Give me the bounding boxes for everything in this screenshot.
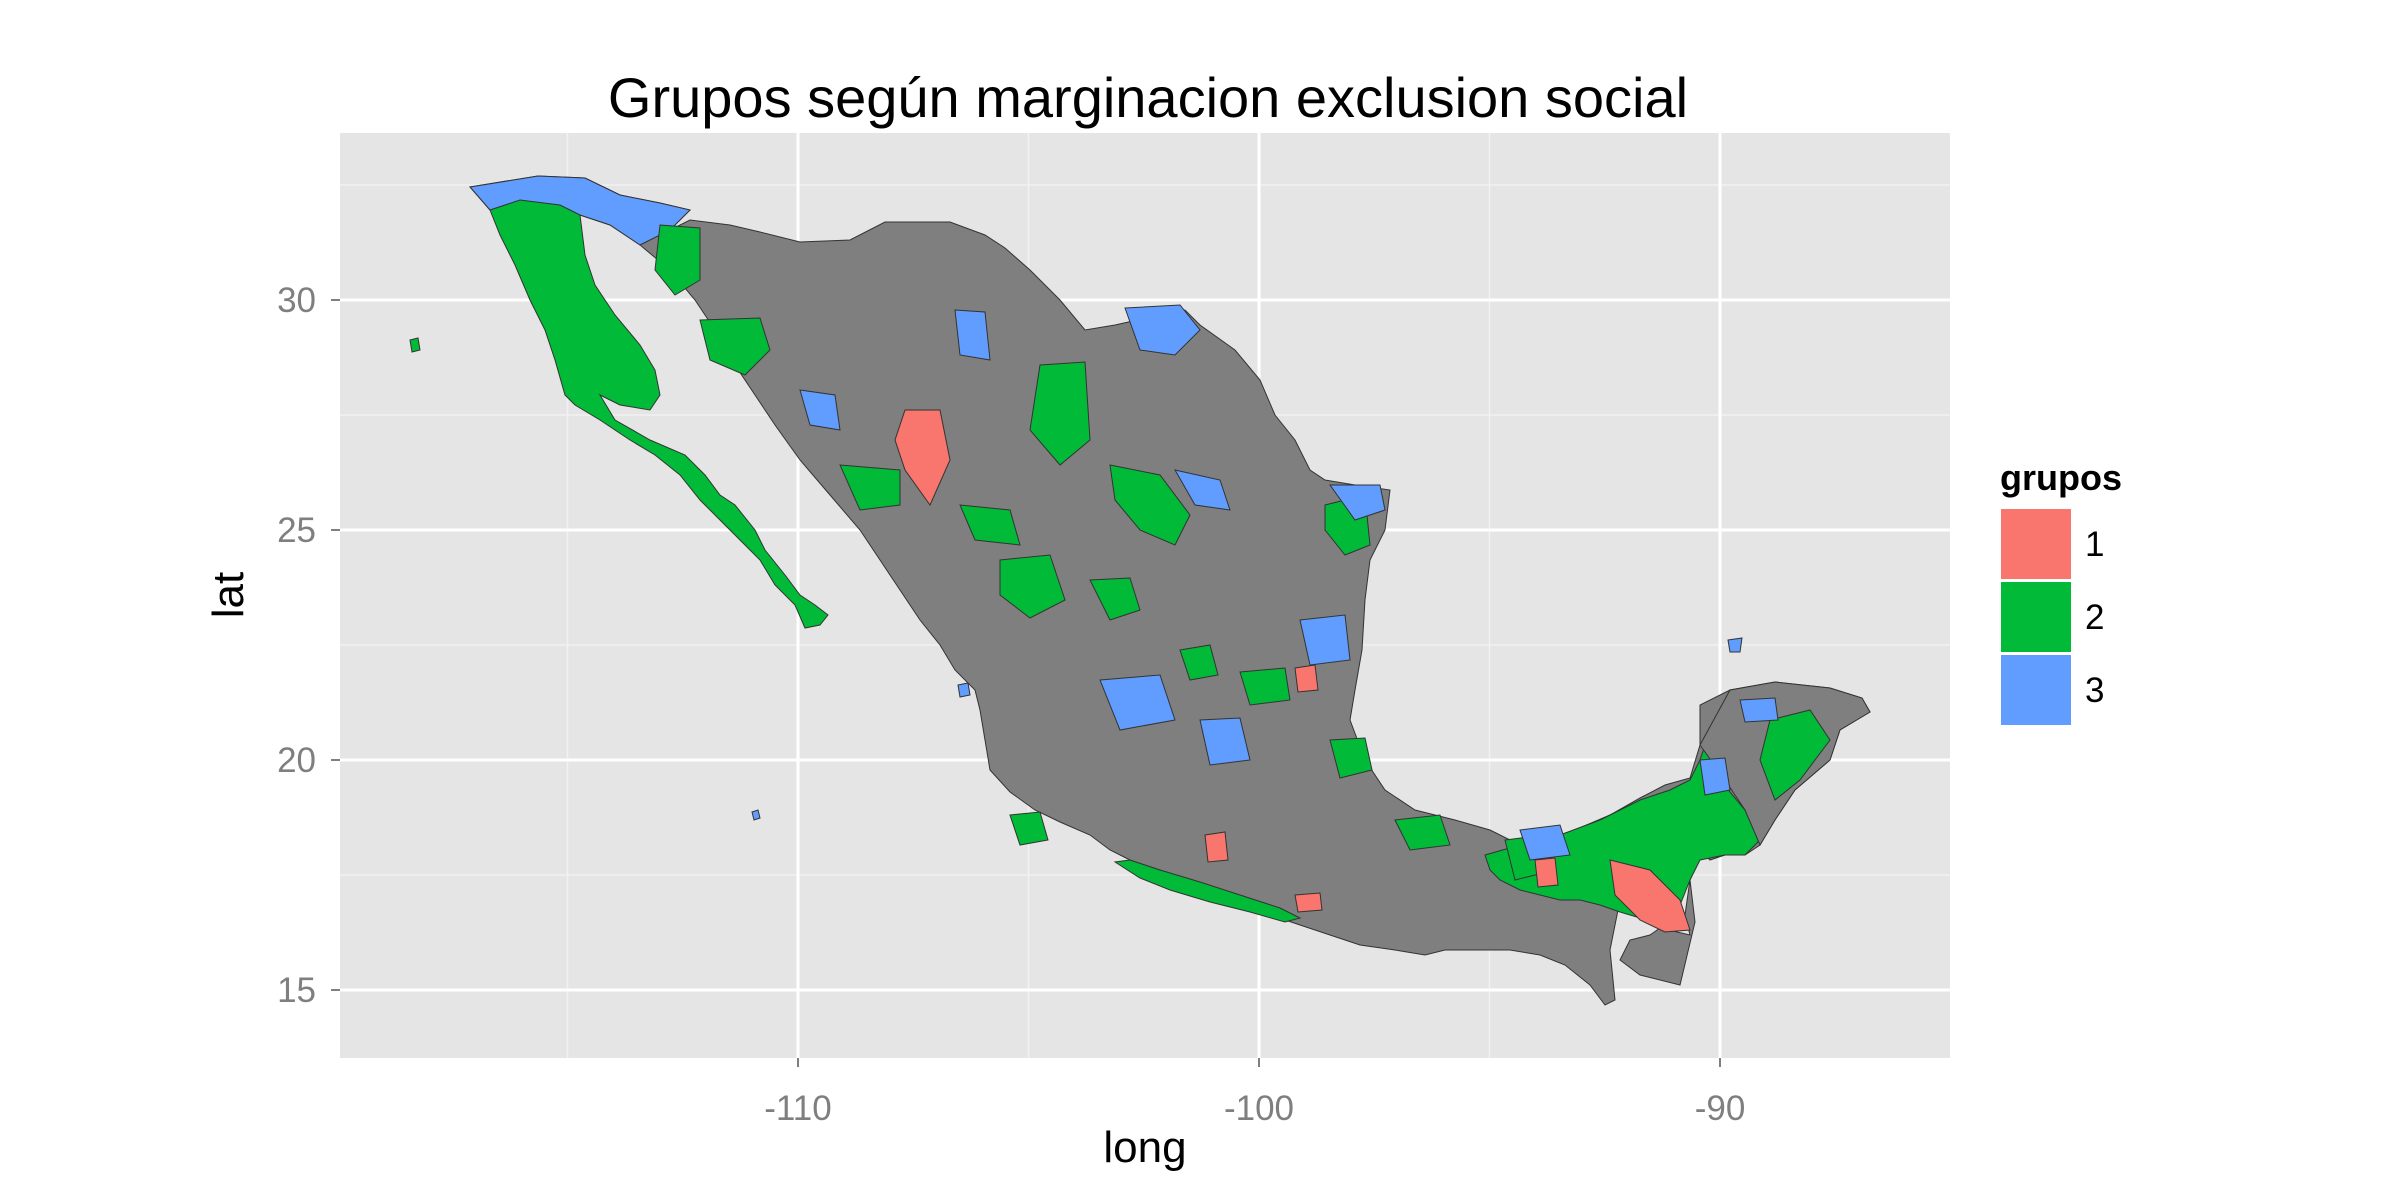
- oaxaca-group1-region: [1294, 892, 1323, 913]
- isthmus-blue-region: [1519, 824, 1571, 861]
- y-axis-title: lat: [204, 572, 253, 618]
- legend-label-2: 2: [2085, 598, 2104, 637]
- island-revillagigedo: [751, 809, 761, 821]
- coahuila-region: [1109, 464, 1191, 546]
- zacatecas-region: [1089, 577, 1141, 621]
- map-title: Grupos según marginacion exclusion socia…: [608, 66, 1688, 129]
- y-axis: 30 25 20 15: [277, 281, 340, 1010]
- legend-key-2: [1999, 580, 2073, 654]
- sierra-gorda-group1-region: [1294, 664, 1319, 693]
- campeche-blue-region: [1699, 757, 1731, 796]
- sonora-north-region: [654, 224, 701, 296]
- x-axis: -110 -100 -90: [764, 1058, 1745, 1128]
- y-tick-label: 20: [277, 741, 316, 780]
- legend-items: 1 2 3: [1999, 507, 2104, 727]
- y-tick-label: 30: [277, 281, 316, 320]
- pacific-coast-region: [1113, 859, 1302, 923]
- legend-label-3: 3: [2085, 671, 2104, 710]
- x-tick-label: -100: [1224, 1089, 1294, 1128]
- y-tick-label: 15: [277, 971, 316, 1010]
- central-blue-region: [1099, 674, 1176, 731]
- nuevo-leon-blue-region: [1174, 469, 1231, 511]
- legend: grupos 1 2 3: [1999, 457, 2122, 727]
- x-tick-label: -90: [1695, 1089, 1746, 1128]
- jalisco-region: [1179, 644, 1219, 681]
- legend-key-3: [1999, 653, 2073, 727]
- sierra-tarahumara-group1-region: [894, 409, 951, 507]
- colima-region: [1009, 811, 1049, 846]
- bajio-region: [1239, 667, 1291, 706]
- legend-label-1: 1: [2085, 525, 2104, 564]
- sierra-blue-region: [954, 309, 991, 361]
- yucatan-blue-region: [1739, 697, 1779, 723]
- huasteca-blue-region: [1299, 614, 1351, 666]
- durango-region: [959, 504, 1021, 546]
- nayarit-region: [999, 554, 1066, 619]
- island-marias: [957, 682, 971, 698]
- x-axis-title: long: [1103, 1123, 1186, 1172]
- sonora-south-blue-region: [799, 389, 841, 431]
- island-yucatan: [1727, 637, 1743, 653]
- chihuahua-central-region: [1029, 361, 1091, 466]
- tamaulipas-blue-region: [1329, 484, 1386, 521]
- mexico-municipalities-map: [409, 175, 1871, 1006]
- x-tick-label: -110: [764, 1089, 831, 1128]
- legend-title: grupos: [2000, 457, 2122, 498]
- chihuahua-north-blue-region: [1124, 304, 1201, 356]
- veracruz-region: [1329, 737, 1373, 779]
- sonora-coast-region: [699, 317, 771, 376]
- y-tick-label: 25: [277, 511, 316, 550]
- oaxaca-north-region: [1394, 814, 1451, 851]
- yucatan-east-region: [1759, 709, 1831, 801]
- tabasco-chiapas-group1-region: [1609, 859, 1691, 933]
- guerrero-group1-region: [1204, 831, 1229, 863]
- michoacan-blue-region: [1199, 717, 1251, 766]
- legend-key-1: [1999, 507, 2073, 581]
- island-guadalupe: [409, 337, 421, 353]
- sinaloa-region: [839, 464, 901, 511]
- veracruz-south-group1-region: [1534, 857, 1559, 888]
